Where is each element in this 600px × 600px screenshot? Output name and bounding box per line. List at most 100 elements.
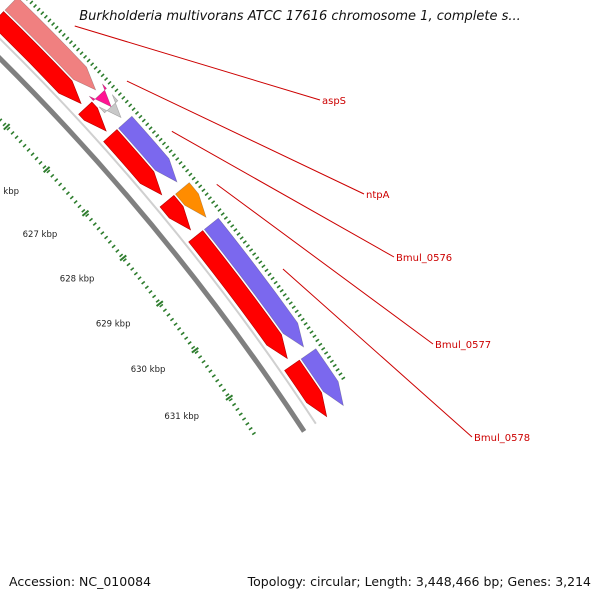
minor-tick xyxy=(191,345,196,350)
minor-tick xyxy=(69,195,74,200)
minor-tick xyxy=(65,191,70,196)
outer-tick xyxy=(341,376,346,381)
minor-tick xyxy=(92,222,97,226)
outer-tick xyxy=(321,346,326,351)
minor-tick xyxy=(73,200,78,204)
outer-tick xyxy=(158,137,163,142)
minor-tick xyxy=(58,182,63,187)
backbone xyxy=(0,37,317,433)
outer-tick xyxy=(138,114,143,119)
outer-tick xyxy=(43,14,48,19)
minor-tick xyxy=(61,186,67,191)
gene-label: Bmul_0577 xyxy=(435,340,491,351)
outer-tick xyxy=(223,216,228,220)
outer-tick xyxy=(76,47,81,52)
major-tick xyxy=(81,209,90,217)
outer-tick xyxy=(90,62,95,67)
outer-tick xyxy=(282,293,287,297)
major-tick xyxy=(119,254,127,262)
outer-tick xyxy=(131,107,136,112)
minor-tick xyxy=(248,426,253,431)
outer-tick xyxy=(315,338,320,343)
map-title: Burkholderia multivorans ATCC 17616 chro… xyxy=(79,9,521,24)
outer-tick xyxy=(291,305,296,310)
outer-tick xyxy=(100,73,105,78)
gene-label: ntpA xyxy=(366,190,390,201)
kbp-tick-label: 626 kbp xyxy=(0,187,19,197)
outer-tick xyxy=(124,99,129,104)
minor-tick xyxy=(141,280,146,285)
gene-feature-aspS xyxy=(4,0,97,91)
minor-tick xyxy=(194,350,199,355)
outer-tick xyxy=(188,172,193,177)
backbone-arc xyxy=(0,55,307,433)
minor-tick xyxy=(50,173,55,178)
outer-tick xyxy=(264,268,269,273)
outer-tick xyxy=(86,58,91,63)
minor-tick xyxy=(14,135,19,140)
gene-labels: aspS ntpA Bmul_0576 Bmul_0577 Bmul_0578 xyxy=(74,25,530,444)
outer-tick xyxy=(107,80,112,85)
outer-tick xyxy=(252,252,257,256)
minor-tick xyxy=(159,303,164,308)
outer-tick xyxy=(329,359,334,364)
major-tick xyxy=(155,300,164,307)
gene-label: Bmul_0578 xyxy=(474,433,530,444)
outer-tick xyxy=(185,168,190,173)
minor-tick xyxy=(169,317,175,322)
outer-tick xyxy=(207,196,212,201)
outer-tick xyxy=(68,40,73,45)
minor-tick xyxy=(130,267,135,271)
outer-tick xyxy=(191,176,196,181)
cds-feature xyxy=(188,230,288,360)
gene-feature-spacer xyxy=(98,94,122,119)
minor-tick xyxy=(126,262,131,267)
outer-tick xyxy=(54,25,59,30)
outer-tick xyxy=(211,200,216,204)
kbp-tick-label: 630 kbp xyxy=(131,365,166,375)
minor-tick xyxy=(54,178,59,183)
minor-tick xyxy=(119,253,124,258)
outer-tick xyxy=(267,272,272,277)
label-leader-line xyxy=(126,80,365,195)
minor-tick xyxy=(162,308,167,313)
minor-tick xyxy=(122,258,127,262)
outer-tick xyxy=(258,260,263,265)
outer-tick xyxy=(141,118,146,123)
minor-tick xyxy=(218,383,223,388)
minor-tick xyxy=(221,388,227,392)
minor-tick xyxy=(100,231,105,235)
minor-tick xyxy=(228,397,233,402)
outer-tick xyxy=(93,65,98,70)
minor-tick xyxy=(180,331,185,336)
gene-track xyxy=(0,0,346,418)
label-leader-line xyxy=(216,183,434,345)
outer-tick xyxy=(276,284,281,289)
outer-tick xyxy=(300,317,305,322)
accession-text: Accession: NC_010084 xyxy=(9,574,152,589)
minor-tick xyxy=(177,327,182,331)
minor-tick xyxy=(148,289,153,294)
outer-tick xyxy=(181,164,186,169)
outer-tick xyxy=(47,18,52,23)
outer-tick xyxy=(65,36,70,41)
minor-tick xyxy=(30,152,35,157)
outer-tick xyxy=(161,141,166,146)
kbp-tick-label: 627 kbp xyxy=(23,230,58,240)
minor-tick xyxy=(96,226,101,231)
major-tick xyxy=(3,123,11,131)
outer-tick xyxy=(198,184,203,189)
cds-feature xyxy=(78,101,107,132)
cds-feature xyxy=(284,359,328,418)
minor-tick xyxy=(111,244,116,249)
minor-tick xyxy=(42,165,47,170)
minor-tick xyxy=(235,407,240,412)
outer-tick xyxy=(261,264,266,269)
outer-tick xyxy=(114,88,119,93)
minor-tick xyxy=(251,431,257,436)
backbone-inner-arc xyxy=(0,37,317,425)
outer-tick xyxy=(230,224,235,228)
label-leader-line xyxy=(74,25,321,101)
minor-tick xyxy=(184,336,189,341)
outer-tick xyxy=(279,288,284,293)
